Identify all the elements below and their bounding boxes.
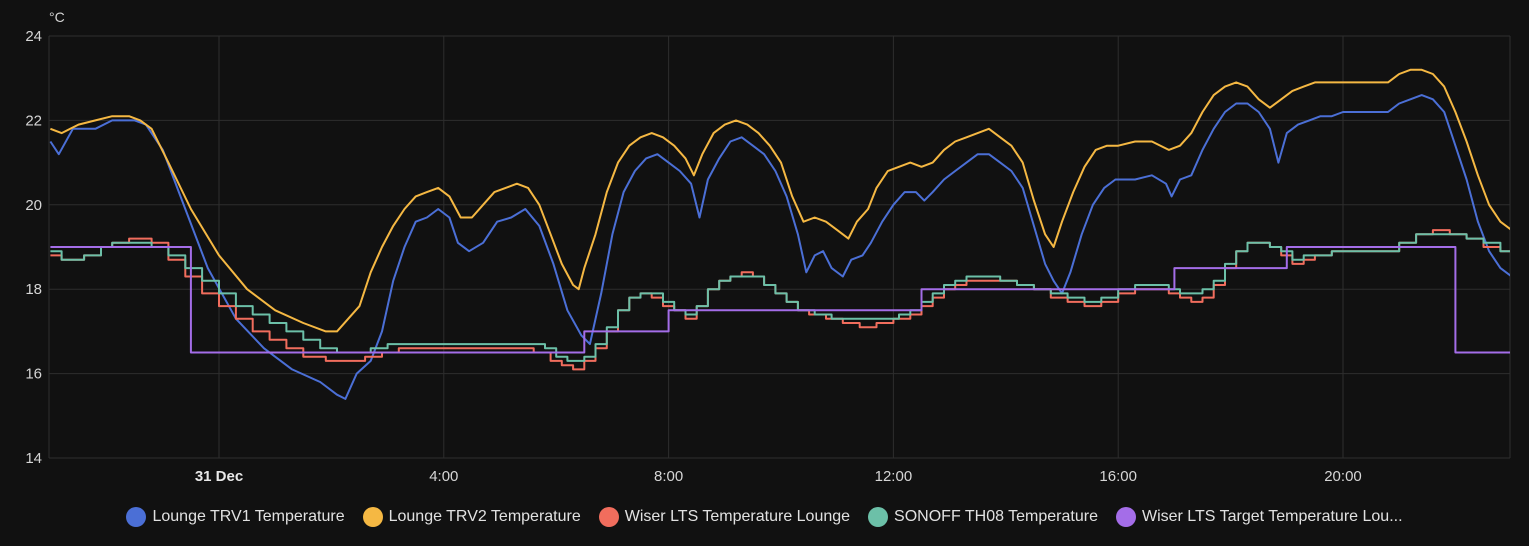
y-unit-label: °C <box>49 9 65 25</box>
legend: Lounge TRV1 Temperature Lounge TRV2 Tempe… <box>0 503 1529 531</box>
y-tick-label: 16 <box>25 366 42 383</box>
legend-dot-icon <box>868 507 889 527</box>
legend-item-2[interactable]: Lounge TRV2 Temperature <box>362 507 581 527</box>
x-tick-label: 12:00 <box>875 468 913 485</box>
legend-label: Wiser LTS Target Temperature Lou... <box>1141 508 1403 525</box>
legend-item-3[interactable]: Wiser LTS Temperature Lounge <box>598 507 851 527</box>
chart: °C 14 16 18 20 22 24 31 Dec 4:00 8:00 12:00 16:00… <box>25 9 1511 485</box>
legend-label: Lounge TRV1 Temperature <box>152 508 345 525</box>
legend-dot-icon <box>362 507 383 527</box>
y-tick-label: 20 <box>25 197 42 214</box>
y-axis: °C 14 16 18 20 22 24 <box>25 9 64 467</box>
legend-item-4[interactable]: SONOFF TH08 Temperature <box>868 507 1098 527</box>
x-tick-label: 16:00 <box>1099 468 1137 485</box>
legend-item-1[interactable]: Lounge TRV1 Temperature <box>126 507 345 527</box>
y-tick-label: 14 <box>25 450 42 467</box>
x-tick-label: 4:00 <box>429 468 458 485</box>
x-tick-label: 31 Dec <box>195 468 243 485</box>
x-tick-label: 20:00 <box>1324 468 1362 485</box>
legend-item-5[interactable]: Wiser LTS Target Temperature Lou... <box>1115 507 1403 527</box>
legend-label: Lounge TRV2 Temperature <box>388 508 581 525</box>
legend-label: Wiser LTS Temperature Lounge <box>624 508 851 525</box>
series-line-5[interactable] <box>50 246 1511 354</box>
x-tick-label: 8:00 <box>654 468 683 485</box>
legend-dot-icon <box>598 507 619 527</box>
series-line-4[interactable] <box>50 233 1511 362</box>
legend-dot-icon <box>126 507 147 527</box>
series-line-2[interactable] <box>50 68 1511 333</box>
x-axis: 31 Dec 4:00 8:00 12:00 16:00 20:00 <box>195 468 1362 485</box>
series-lines[interactable] <box>49 68 1511 400</box>
y-tick-label: 18 <box>25 281 42 298</box>
y-tick-label: 22 <box>25 112 42 129</box>
legend-label: SONOFF TH08 Temperature <box>894 508 1098 525</box>
y-tick-label: 24 <box>25 28 42 45</box>
legend-dot-icon <box>1115 507 1136 527</box>
series-line-1[interactable] <box>49 94 1511 400</box>
